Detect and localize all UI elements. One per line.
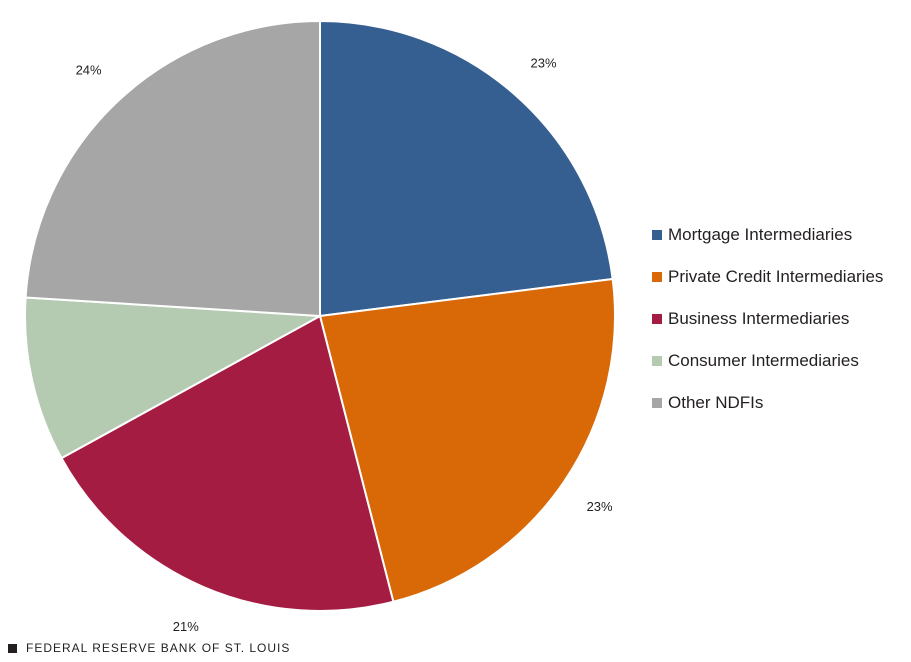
legend-item-consumer: Consumer Intermediaries <box>652 340 883 382</box>
legend-label: Business Intermediaries <box>668 309 850 328</box>
legend-item-business: Business Intermediaries <box>652 298 883 340</box>
slice-value-label: 21% <box>173 619 199 634</box>
legend-swatch <box>652 230 662 240</box>
slice-value-label: 23% <box>587 499 613 514</box>
legend-swatch <box>652 398 662 408</box>
pie-slice-mortgage <box>319 19 614 318</box>
slice-value-label: 24% <box>76 63 102 78</box>
pie-slice-other <box>24 19 321 318</box>
legend-label: Other NDFIs <box>668 393 764 412</box>
legend-label: Mortgage Intermediaries <box>668 225 853 244</box>
footer-square-icon <box>8 643 17 653</box>
legend-label: Private Credit Intermediaries <box>668 267 884 286</box>
legend-swatch <box>652 356 662 366</box>
legend-item-other: Other NDFIs <box>652 382 883 424</box>
pie-slice-private-credit <box>318 277 616 603</box>
pie-slice-consumer <box>24 296 324 460</box>
legend-swatch <box>652 314 662 324</box>
chart-legend: Mortgage Intermediaries Private Credit I… <box>652 214 883 424</box>
pie-slice-business <box>60 314 395 612</box>
source-footer: FEDERAL RESERVE BANK OF ST. LOUIS <box>8 641 290 655</box>
legend-item-mortgage: Mortgage Intermediaries <box>652 214 883 256</box>
legend-item-private-credit: Private Credit Intermediaries <box>652 256 883 298</box>
legend-label: Consumer Intermediaries <box>668 351 859 370</box>
legend-swatch <box>652 272 662 282</box>
slice-value-label: 23% <box>530 56 556 71</box>
source-label: FEDERAL RESERVE BANK OF ST. LOUIS <box>26 641 291 655</box>
